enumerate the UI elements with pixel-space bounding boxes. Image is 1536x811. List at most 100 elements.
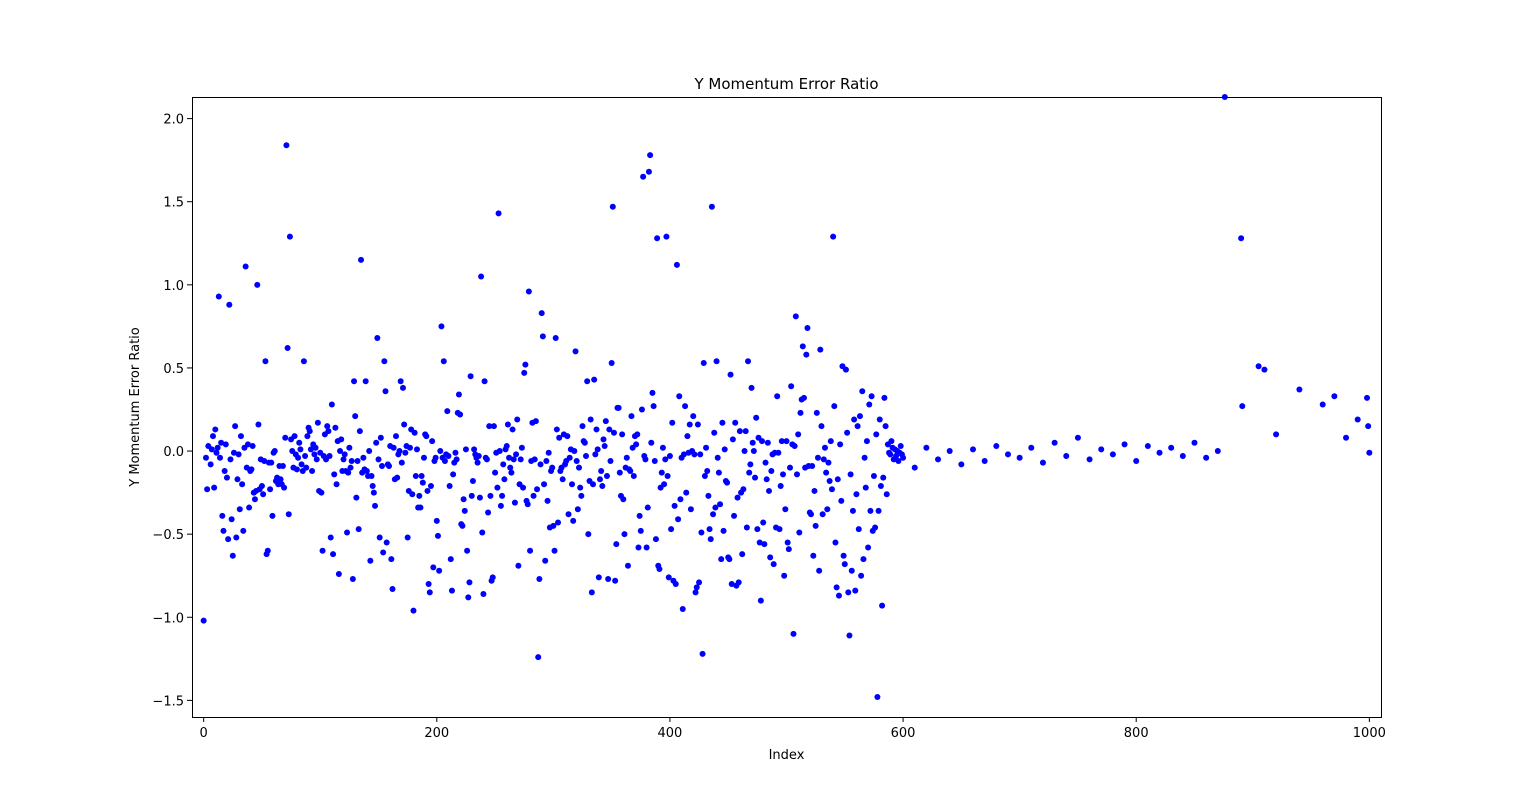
data-point [362, 378, 369, 385]
data-point [1319, 401, 1326, 408]
data-point [656, 566, 663, 573]
data-point [1365, 423, 1372, 430]
data-point [817, 346, 824, 353]
data-point [220, 527, 227, 534]
data-point [993, 443, 1000, 450]
data-point [659, 444, 666, 451]
data-point [366, 448, 373, 455]
data-point [258, 482, 265, 489]
data-point [600, 436, 607, 443]
data-point [686, 421, 693, 428]
data-point [714, 454, 721, 461]
data-point [380, 549, 387, 556]
data-point [717, 501, 724, 508]
data-point [525, 288, 532, 295]
data-point [644, 504, 651, 511]
data-point [314, 419, 321, 426]
data-point [684, 433, 691, 440]
data-point [234, 476, 241, 483]
data-point [285, 511, 292, 518]
data-point [445, 453, 452, 460]
data-point [233, 534, 240, 541]
data-point [340, 456, 347, 463]
data-point [581, 439, 588, 446]
data-point [466, 579, 473, 586]
data-point [221, 467, 228, 474]
data-point [856, 413, 863, 420]
y-tick-label: 1.0 [163, 279, 184, 294]
data-point [759, 438, 766, 445]
data-point [409, 491, 416, 498]
data-point [594, 446, 601, 453]
data-point [734, 494, 741, 501]
data-point [1261, 366, 1268, 373]
data-point [825, 459, 832, 466]
data-point [665, 574, 672, 581]
y-axis-label: Y Momentum Error Ratio [128, 327, 143, 488]
data-point [875, 507, 882, 514]
data-point [309, 467, 316, 474]
data-point [923, 444, 930, 451]
data-point [455, 391, 462, 398]
data-point [726, 556, 733, 563]
data-point [214, 444, 221, 451]
data-point [643, 544, 650, 551]
data-point [636, 512, 643, 519]
data-point [536, 576, 543, 583]
data-point [283, 142, 290, 149]
data-point [863, 438, 870, 445]
data-point [677, 496, 684, 503]
data-point [436, 567, 443, 574]
data-point [615, 404, 622, 411]
data-point [416, 492, 423, 499]
data-point [811, 487, 818, 494]
data-point [658, 469, 665, 476]
data-point [227, 456, 234, 463]
data-point [832, 539, 839, 546]
data-point [242, 263, 249, 270]
data-point [559, 476, 566, 483]
data-point [254, 281, 261, 288]
data-point [705, 492, 712, 499]
data-point [312, 444, 319, 451]
data-point [654, 235, 661, 242]
data-point [719, 419, 726, 426]
data-point [485, 509, 492, 516]
data-point [306, 428, 313, 435]
data-point [616, 469, 623, 476]
data-point [418, 472, 425, 479]
data-point [545, 449, 552, 456]
data-point [849, 507, 856, 514]
data-point [389, 586, 396, 593]
data-point [230, 449, 237, 456]
x-tick-label: 1000 [1353, 726, 1386, 741]
data-point [704, 467, 711, 474]
data-point [1144, 443, 1151, 450]
data-point [763, 476, 770, 483]
y-tick-label: −0.5 [152, 528, 184, 543]
data-point [394, 474, 401, 481]
data-point [748, 384, 755, 391]
data-point [204, 486, 211, 493]
data-point [515, 562, 522, 569]
data-point [352, 413, 359, 420]
data-point [778, 438, 785, 445]
data-point [1016, 454, 1023, 461]
data-point [803, 351, 810, 358]
data-point [538, 310, 545, 317]
data-point [296, 439, 303, 446]
data-point [478, 273, 485, 280]
data-point [775, 449, 782, 456]
data-point [521, 369, 528, 376]
data-point [453, 456, 460, 463]
data-point [518, 444, 525, 451]
data-point [633, 441, 640, 448]
data-point [543, 458, 550, 465]
data-point [649, 389, 656, 396]
data-point [430, 564, 437, 571]
data-point [847, 471, 854, 478]
data-point [549, 464, 556, 471]
data-point [774, 393, 781, 400]
data-point [284, 344, 291, 351]
data-point [1039, 459, 1046, 466]
